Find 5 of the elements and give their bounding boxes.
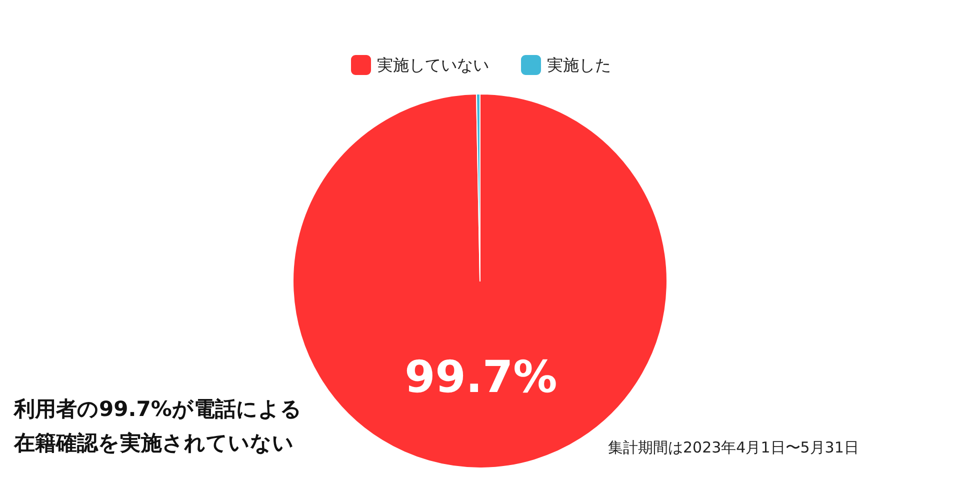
legend-label: 実施した xyxy=(547,56,611,74)
text: 利用者の99.7%が電話による在籍確認を実施されていない xyxy=(13,397,302,455)
legend-label: 実施していない xyxy=(377,56,489,74)
data-label: 99.7% xyxy=(404,352,558,403)
text: 集計期間は2023年4月1日〜5月31日 xyxy=(608,438,859,456)
